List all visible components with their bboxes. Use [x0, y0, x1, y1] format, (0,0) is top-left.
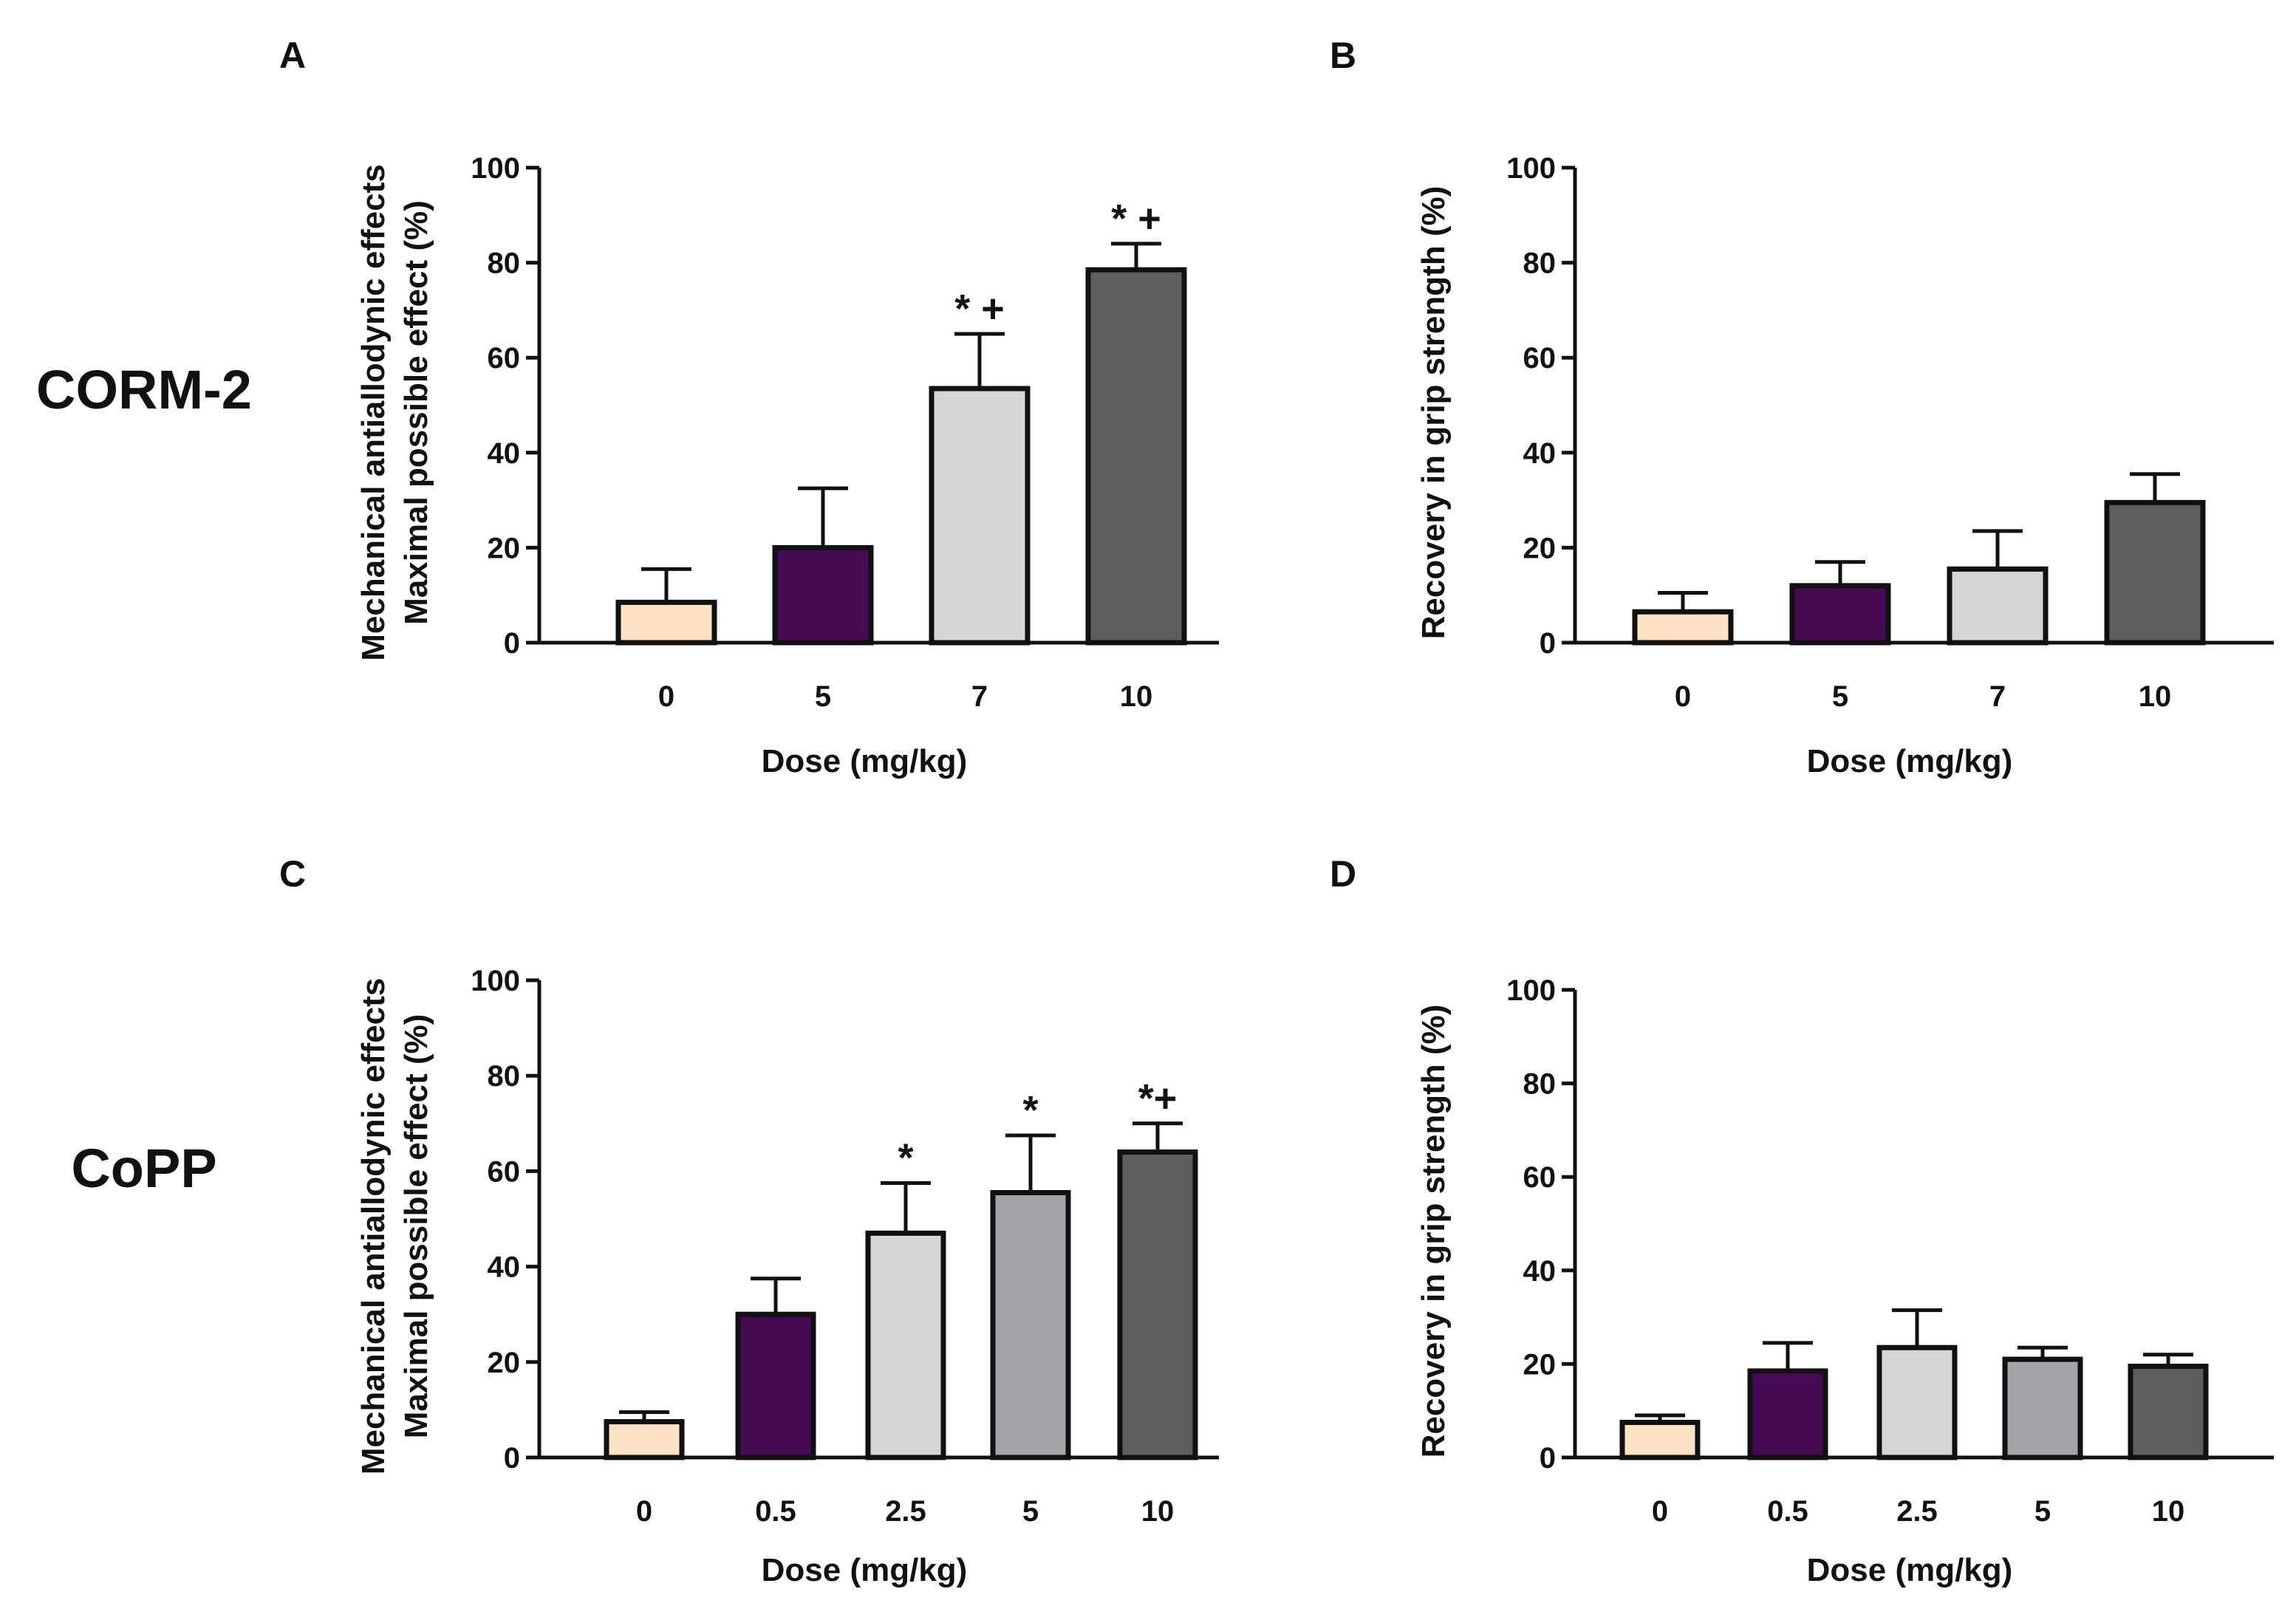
y-tick-label-c: 100: [471, 965, 520, 997]
bar-b: [1632, 609, 1734, 646]
x-tick-label-d: 2.5: [1896, 1495, 1938, 1528]
significance-mark-a: * +: [954, 287, 1005, 331]
chart-panel-b: B 0 20 40 60 80 100 0 5 7 10 Dose (mg/kg) Recovery i…: [1330, 35, 2274, 779]
chart-panel-c: C 0 20 40 60 80 100 0 0.5 * 2.5 * 5 *+ 10 Dose (mg/kg) M…: [279, 853, 1219, 1588]
panel-letter-b: B: [1330, 35, 1356, 76]
y-tick-label-a: 100: [471, 152, 520, 185]
y-tick-label-c: 60: [488, 1155, 521, 1188]
chart-panel-a: A 0 20 40 60 80 100 0 5 * + 7 * + 10 Dose (mg/kg) Mech…: [279, 35, 1219, 779]
x-tick-label-c: 0.5: [755, 1495, 796, 1528]
x-tick-label-d: 0: [1652, 1495, 1668, 1528]
x-tick-label-d: 5: [2034, 1495, 2051, 1528]
y-tick-label-a: 60: [488, 342, 521, 375]
y-tick-label-c: 40: [488, 1251, 521, 1284]
bar-a: [615, 599, 717, 646]
bar-b: [1947, 566, 2049, 646]
x-tick-label-c: 0: [636, 1495, 652, 1528]
x-tick-label-b: 10: [2139, 680, 2172, 713]
y-axis-title-a: Mechanical antiallodynic effects: [355, 164, 392, 660]
y-axis-title-c: Maximal possible effect (%): [398, 1014, 434, 1439]
bar-c: [604, 1419, 685, 1460]
y-tick-label-a: 20: [488, 532, 521, 564]
y-tick-label-b: 100: [1506, 152, 1556, 185]
bar-a: [772, 544, 874, 646]
x-tick-label-b: 5: [1832, 680, 1848, 713]
bar-d: [2002, 1356, 2083, 1460]
y-tick-label-d: 60: [1523, 1161, 1557, 1194]
bar-a: [929, 386, 1031, 646]
panel-letter-c: C: [279, 853, 306, 895]
bar-b: [1789, 583, 1891, 646]
y-tick-label-d: 20: [1523, 1348, 1557, 1381]
x-tick-label-a: 10: [1120, 680, 1153, 713]
x-tick-label-c: 2.5: [885, 1495, 926, 1528]
bar-c: [990, 1189, 1071, 1460]
bar-d: [2128, 1364, 2209, 1460]
y-tick-label-c: 20: [488, 1347, 521, 1379]
x-tick-label-a: 5: [815, 680, 831, 713]
panel-letter-d: D: [1330, 853, 1356, 895]
row-label-copp: CoPP: [71, 1138, 216, 1199]
significance-mark-a: * +: [1111, 196, 1161, 241]
y-tick-label-a: 80: [488, 247, 521, 280]
y-tick-label-b: 0: [1540, 627, 1556, 660]
chart-panel-d: D 0 20 40 60 80 100 0 0.5 2.5 5 10 Dose (mg/kg) Recov…: [1330, 853, 2274, 1588]
x-axis-title-a: Dose (mg/kg): [762, 743, 968, 779]
y-tick-label-c: 0: [504, 1442, 520, 1474]
y-axis-title-b: Recovery in grip strength (%): [1415, 186, 1452, 640]
bar-c: [1117, 1149, 1198, 1460]
x-tick-label-d: 0.5: [1767, 1495, 1808, 1528]
bar-d: [1619, 1420, 1701, 1460]
x-tick-label-c: 5: [1022, 1495, 1039, 1528]
panel-letter-a: A: [279, 35, 306, 76]
x-tick-label-c: 10: [1141, 1495, 1175, 1528]
x-axis-title-b: Dose (mg/kg): [1807, 743, 2013, 779]
y-axis-title-d: Recovery in grip strength (%): [1415, 1005, 1452, 1458]
x-tick-label-a: 0: [658, 680, 674, 713]
y-axis-title-a: Maximal possible effect (%): [398, 200, 434, 625]
y-tick-label-b: 20: [1523, 532, 1557, 564]
x-axis-title-d: Dose (mg/kg): [1807, 1552, 2013, 1588]
bar-c: [735, 1311, 816, 1460]
y-tick-label-d: 100: [1506, 974, 1556, 1007]
bar-b: [2104, 499, 2206, 646]
y-tick-label-c: 80: [488, 1060, 521, 1093]
x-tick-label-d: 10: [2152, 1495, 2185, 1528]
y-axis-title-c: Mechanical antiallodynic effects: [355, 978, 392, 1474]
significance-mark-c: *: [898, 1136, 913, 1180]
y-tick-label-d: 80: [1523, 1068, 1557, 1101]
y-tick-label-b: 40: [1523, 437, 1557, 470]
bar-d: [1876, 1344, 1958, 1460]
y-tick-label-a: 0: [504, 627, 520, 660]
y-tick-label-b: 80: [1523, 247, 1557, 280]
significance-mark-c: *: [1022, 1088, 1038, 1132]
x-tick-label-a: 7: [971, 680, 988, 713]
x-axis-title-c: Dose (mg/kg): [762, 1552, 968, 1588]
bar-a: [1085, 267, 1187, 646]
x-tick-label-b: 0: [1675, 680, 1691, 713]
bar-d: [1747, 1368, 1828, 1460]
bar-c: [865, 1230, 946, 1460]
y-tick-label-b: 60: [1523, 342, 1557, 375]
y-tick-label-a: 40: [488, 437, 521, 470]
y-tick-label-d: 0: [1540, 1442, 1556, 1474]
row-label-corm2: CORM-2: [36, 359, 252, 420]
y-tick-label-d: 40: [1523, 1255, 1557, 1288]
significance-mark-c: *+: [1138, 1076, 1178, 1121]
x-tick-label-b: 7: [1989, 680, 2006, 713]
